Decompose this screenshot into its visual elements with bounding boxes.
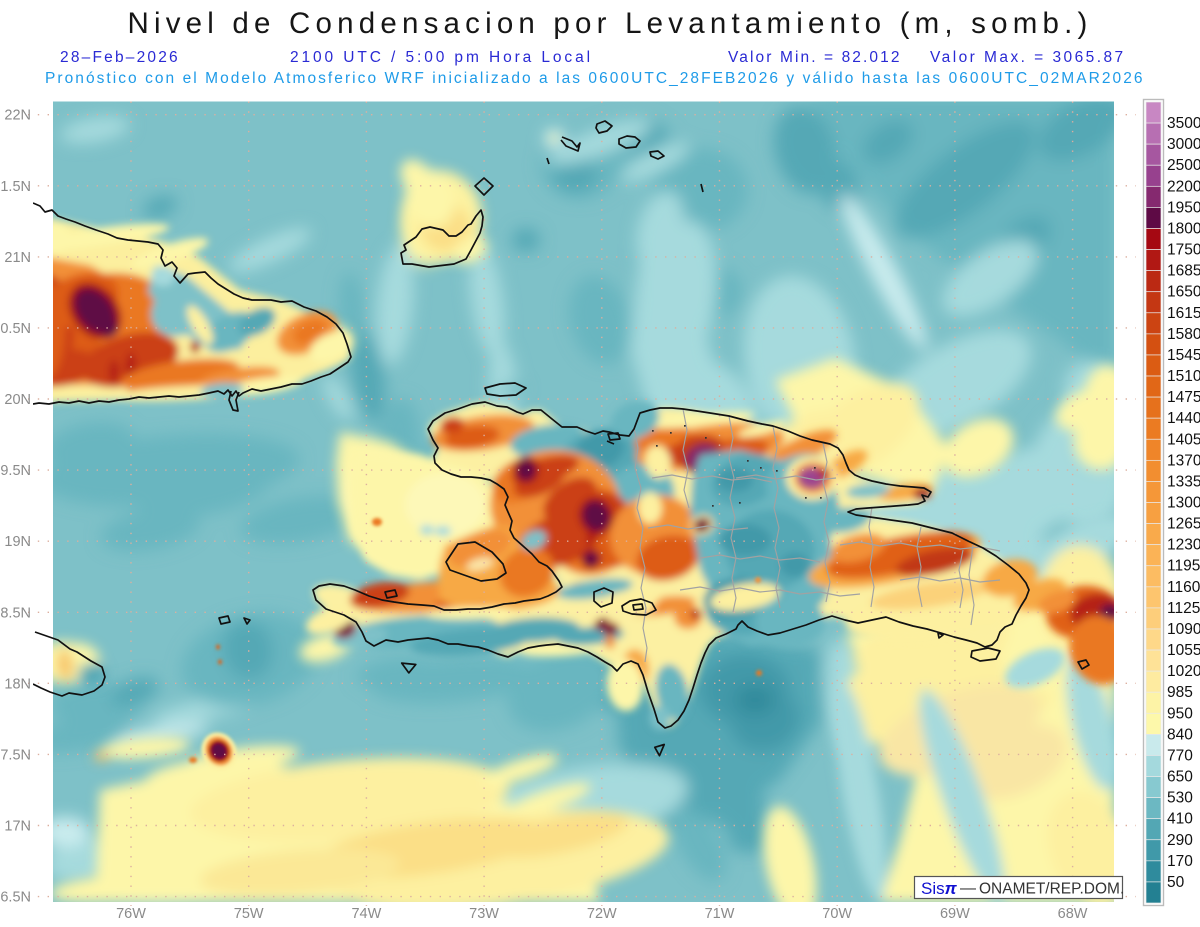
svg-text:71W: 71W: [705, 906, 735, 922]
svg-text:1160: 1160: [1167, 579, 1200, 596]
svg-text:Valor Min. = 82.012: Valor Min. = 82.012: [728, 49, 902, 66]
svg-text:Pronóstico con el Modelo Atmos: Pronóstico con el Modelo Atmosferico WRF…: [45, 70, 1145, 87]
svg-text:3500: 3500: [1167, 115, 1200, 132]
svg-text:1950: 1950: [1167, 199, 1200, 216]
svg-text:1545: 1545: [1167, 347, 1200, 364]
svg-text:650: 650: [1167, 769, 1193, 786]
svg-text:2100 UTC / 5:00 pm Hora Local: 2100 UTC / 5:00 pm Hora Local: [290, 49, 593, 66]
svg-text:1300: 1300: [1167, 495, 1200, 512]
svg-text:1615: 1615: [1167, 305, 1200, 322]
svg-text:17N: 17N: [4, 819, 31, 835]
svg-text:1125: 1125: [1167, 600, 1200, 617]
svg-text:770: 770: [1167, 747, 1193, 764]
svg-text:68W: 68W: [1058, 906, 1088, 922]
svg-text:ONAMET/REP.DOM.: ONAMET/REP.DOM.: [979, 881, 1124, 898]
svg-text:9.5N: 9.5N: [0, 463, 31, 479]
svg-text:69W: 69W: [940, 906, 970, 922]
svg-text:530: 530: [1167, 790, 1193, 807]
svg-text:7.5N: 7.5N: [0, 747, 31, 763]
svg-text:1.5N: 1.5N: [0, 179, 31, 195]
svg-text:1510: 1510: [1167, 368, 1200, 385]
svg-text:73W: 73W: [469, 906, 499, 922]
svg-text:70W: 70W: [822, 906, 852, 922]
svg-text:20N: 20N: [4, 392, 31, 408]
svg-text:950: 950: [1167, 705, 1193, 722]
svg-text:75W: 75W: [234, 906, 264, 922]
svg-text:1685: 1685: [1167, 263, 1200, 280]
svg-text:1020: 1020: [1167, 663, 1200, 680]
svg-text:1405: 1405: [1167, 431, 1200, 448]
svg-text:290: 290: [1167, 832, 1193, 849]
svg-text:1090: 1090: [1167, 621, 1200, 638]
svg-text:21N: 21N: [4, 250, 31, 266]
svg-text:19N: 19N: [4, 534, 31, 550]
svg-text:1335: 1335: [1167, 473, 1200, 490]
svg-text:0.5N: 0.5N: [0, 321, 31, 337]
svg-text:Sisπ: Sisπ: [921, 879, 958, 898]
svg-text:76W: 76W: [116, 906, 146, 922]
svg-text:8.5N: 8.5N: [0, 605, 31, 621]
svg-text:22N: 22N: [4, 108, 31, 124]
svg-text:74W: 74W: [351, 906, 381, 922]
svg-text:72W: 72W: [587, 906, 617, 922]
svg-text:3000: 3000: [1167, 136, 1200, 153]
svg-text:1230: 1230: [1167, 537, 1200, 554]
svg-text:1370: 1370: [1167, 452, 1200, 469]
svg-text:985: 985: [1167, 684, 1193, 701]
svg-text:840: 840: [1167, 726, 1193, 743]
svg-text:170: 170: [1167, 853, 1193, 870]
svg-text:1800: 1800: [1167, 221, 1200, 238]
svg-text:2200: 2200: [1167, 178, 1200, 195]
svg-text:2500: 2500: [1167, 157, 1200, 174]
svg-text:50: 50: [1167, 874, 1185, 891]
svg-text:1195: 1195: [1167, 558, 1200, 575]
svg-text:6.5N: 6.5N: [0, 890, 31, 906]
svg-text:18N: 18N: [4, 676, 31, 692]
svg-text:Valor Max. = 3065.87: Valor Max. = 3065.87: [930, 49, 1126, 66]
svg-text:1650: 1650: [1167, 284, 1200, 301]
svg-text:1055: 1055: [1167, 642, 1200, 659]
svg-text:1475: 1475: [1167, 389, 1200, 406]
svg-text:—: —: [960, 880, 976, 897]
svg-text:1265: 1265: [1167, 516, 1200, 533]
svg-text:410: 410: [1167, 811, 1193, 828]
svg-text:1440: 1440: [1167, 410, 1200, 427]
svg-text:1580: 1580: [1167, 326, 1200, 343]
svg-text:Nivel de Condensacion por Leva: Nivel de Condensacion por Levantamiento …: [127, 7, 1092, 40]
svg-text:1750: 1750: [1167, 242, 1200, 259]
svg-text:28–Feb–2026: 28–Feb–2026: [60, 49, 180, 66]
